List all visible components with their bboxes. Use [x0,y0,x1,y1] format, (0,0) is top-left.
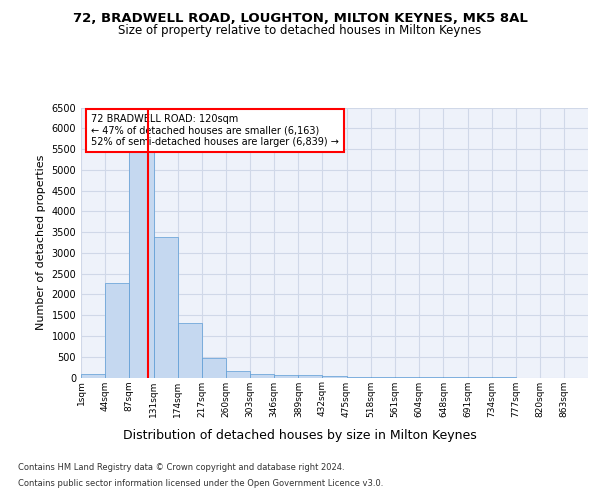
Bar [129,152,154,378]
Text: Contains HM Land Registry data © Crown copyright and database right 2024.: Contains HM Land Registry data © Crown c… [18,464,344,472]
Bar [298,376,322,378]
Bar [322,376,347,378]
Bar [154,237,178,378]
Bar [226,371,250,378]
Text: Contains public sector information licensed under the Open Government Licence v3: Contains public sector information licen… [18,478,383,488]
Text: 72 BRADWELL ROAD: 120sqm
← 47% of detached houses are smaller (6,163)
52% of sem: 72 BRADWELL ROAD: 120sqm ← 47% of detach… [91,114,339,148]
Bar [178,323,202,378]
Bar [250,374,274,378]
Y-axis label: Number of detached properties: Number of detached properties [36,155,46,330]
Bar [347,377,371,378]
Bar [105,283,129,378]
Text: Size of property relative to detached houses in Milton Keynes: Size of property relative to detached ho… [118,24,482,37]
Text: 72, BRADWELL ROAD, LOUGHTON, MILTON KEYNES, MK5 8AL: 72, BRADWELL ROAD, LOUGHTON, MILTON KEYN… [73,12,527,26]
Text: Distribution of detached houses by size in Milton Keynes: Distribution of detached houses by size … [123,428,477,442]
Bar [274,375,298,378]
Bar [81,374,105,378]
Bar [202,358,226,378]
